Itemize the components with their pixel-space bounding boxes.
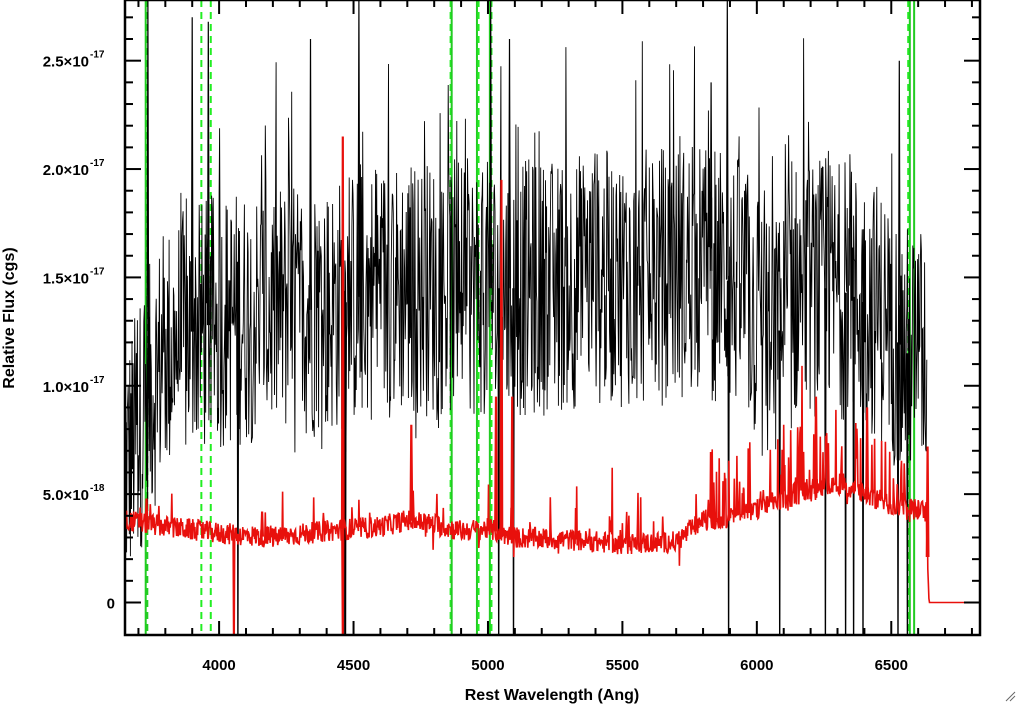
y-axis-ticks: 05.0×10 -181.0×10 -171.5×10 -172.0×10 -172.5… — [43, 16, 980, 612]
y-tick-exponent: -17 — [90, 50, 105, 61]
y-tick-exponent: -17 — [90, 266, 105, 277]
model-spectrum-series — [125, 136, 980, 635]
y-axis-label: Relative Flux (cgs) — [1, 247, 18, 388]
y-tick-label: 0 — [107, 595, 115, 612]
spectrum-peak — [865, 407, 869, 496]
spectrum-peak — [897, 60, 901, 345]
observed-spectrum-line — [125, 38, 928, 557]
x-axis-label: Rest Wavelength (Ang) — [465, 687, 640, 704]
spectrum-peak — [409, 424, 414, 521]
observed-spectrum-series — [125, 0, 928, 635]
spectrum-peak — [494, 396, 498, 532]
x-axis-ticks: 4000 4500 5000 5500 6000 6500 — [137, 0, 973, 674]
spectrum-dip — [727, 280, 730, 635]
spectrum-dip — [341, 529, 345, 635]
spectrum-dip — [344, 302, 347, 635]
plot-axes — [123, 0, 982, 637]
spectrum-dip — [232, 534, 236, 635]
y-tick-label: 2.0×10 — [43, 162, 89, 179]
spectrum-peak — [510, 396, 515, 537]
x-tick-label: 5500 — [606, 657, 639, 674]
spectrum-dip — [861, 301, 865, 635]
spectrum-peak — [499, 179, 504, 534]
spectrum-dip — [824, 288, 827, 635]
spectrum-dip — [906, 353, 909, 635]
spectrum-peak — [357, 0, 361, 297]
spectrum-peak — [146, 0, 150, 399]
x-tick-label: 4500 — [337, 657, 370, 674]
model-spectrum-line — [125, 365, 980, 604]
x-tick-label: 5000 — [471, 657, 504, 674]
x-tick-label: 4000 — [202, 657, 235, 674]
spectrum-peak — [144, 498, 149, 524]
spectrum-dip — [844, 292, 847, 635]
resize-grip-icon[interactable] — [1004, 690, 1016, 702]
spectrum-peak — [309, 38, 312, 310]
spectrum-peak — [340, 136, 345, 530]
spectrum-peak — [206, 21, 210, 326]
spectrum-peak — [190, 17, 194, 332]
spectrum-peak — [489, 0, 493, 289]
spectrum-dip — [896, 342, 900, 635]
y-tick-label: 5.0×10 — [43, 487, 89, 504]
x-tick-label: 6000 — [740, 657, 773, 674]
x-tick-label: 6500 — [875, 657, 908, 674]
spectrum-peak — [725, 0, 729, 280]
plot-frame — [123, 0, 982, 637]
spectrum-peak — [925, 446, 930, 558]
spectrum-dip — [852, 296, 855, 635]
y-tick-label: 2.5×10 — [43, 54, 89, 71]
y-tick-exponent: -17 — [90, 158, 105, 169]
spectrum-peak — [260, 511, 264, 537]
spectrum-peak — [709, 82, 713, 271]
y-tick-exponent: -18 — [90, 483, 105, 494]
spectrum-dip — [497, 288, 500, 635]
spectrum-dip — [236, 316, 240, 635]
y-tick-exponent: -17 — [90, 375, 105, 386]
spectrum-dip — [778, 330, 781, 635]
y-tick-label: 1.5×10 — [43, 270, 89, 287]
spectrum-peak — [814, 396, 818, 490]
y-tick-label: 1.0×10 — [43, 379, 89, 396]
spectrum-peak — [508, 38, 511, 289]
